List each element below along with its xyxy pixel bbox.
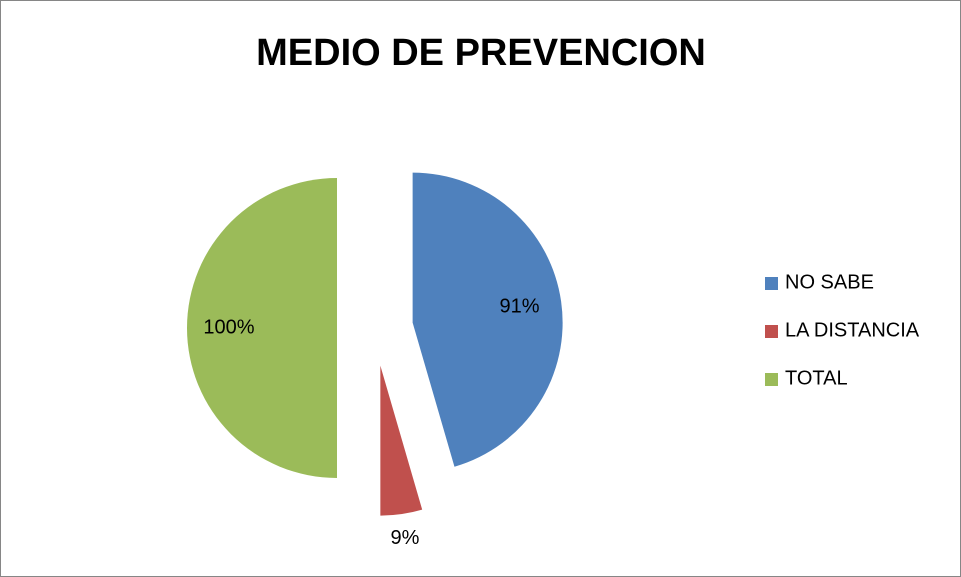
- legend-label: LA DISTANCIA: [785, 319, 920, 341]
- pie-slice: [380, 365, 423, 516]
- legend-swatch: [765, 325, 778, 338]
- legend-swatch: [765, 277, 778, 290]
- pie-slice: [187, 178, 337, 478]
- pie-slice: [412, 172, 563, 467]
- legend-swatch: [765, 373, 778, 386]
- data-label: 100%: [203, 316, 254, 338]
- legend-label: TOTAL: [785, 367, 848, 389]
- chart-title: MEDIO DE PREVENCION: [256, 32, 706, 74]
- data-label: 91%: [500, 296, 540, 318]
- data-label: 9%: [391, 527, 420, 549]
- legend-label: NO SABE: [785, 271, 874, 293]
